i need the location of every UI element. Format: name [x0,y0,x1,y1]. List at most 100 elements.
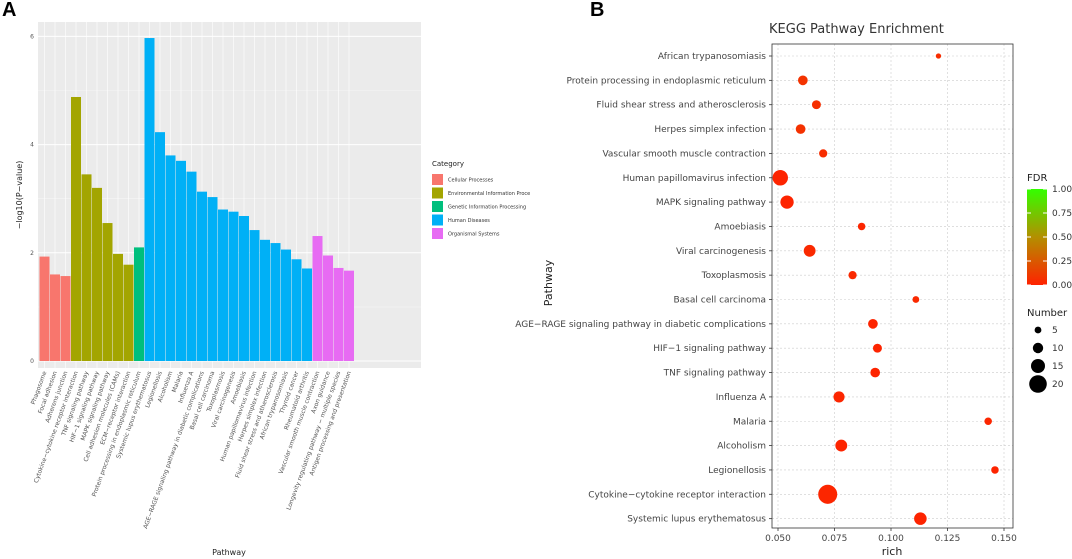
b-x-tick-label: 0.100 [878,534,904,544]
panel-a-y-ticks: 0 2 4 6 [30,33,34,365]
bar [270,243,281,361]
bar [333,267,344,361]
bar [291,259,302,361]
fdr-legend-ticks: 1.00 0.75 0.50 0.25 0.00 [1027,185,1072,291]
bar [92,187,102,361]
point [803,244,816,257]
panel-a-y-axis-title: −log10(P−value) [15,161,24,230]
b-y-tick-label: Vascular smooth muscle contraction [602,149,766,159]
a-legend-swatch [432,174,443,185]
panel-a-label: A [2,0,16,21]
a-legend-label: Human Diseases [448,218,490,224]
size-legend-label: 5 [1052,326,1058,336]
panel-a-legend-title: Category [432,160,464,168]
a-legend-label: Genetic Information Processing [448,205,526,211]
point [868,319,878,329]
fdr-tick-label: 0.50 [1052,233,1072,243]
fdr-colorbar [1027,189,1047,285]
bar [81,174,92,361]
bar [239,216,249,361]
panel-a-bars [39,38,354,361]
b-y-tick-label: Fluid shear stress and atherosclerosis [596,101,766,111]
bar [323,255,333,361]
bar [228,211,239,361]
size-legend-circle [1032,342,1044,354]
b-y-tick-label: TNF signaling pathway [663,369,767,379]
bar [144,38,155,361]
point [833,391,845,403]
bar [186,171,197,361]
b-y-tick-label: Toxoplasmosis [701,271,767,281]
bar [197,191,207,361]
b-x-tick-label: 0.125 [935,534,961,544]
b-y-tick-label: African trypanosomiasis [658,52,766,62]
bar [134,247,144,361]
point [811,100,821,110]
bar [207,197,218,361]
b-y-tick-label: MAPK signaling pathway [656,198,767,208]
a-y-tick-label: 2 [30,250,34,257]
b-y-tick-label: AGE−RAGE signaling pathway in diabetic c… [515,320,766,330]
fdr-tick-label: 1.00 [1052,185,1072,195]
panel-b-x-ticks: 0.050 0.075 0.100 0.125 0.150 [765,528,1017,544]
panel-b-gridlines [772,44,1013,528]
bar [260,239,270,361]
fdr-tick-label: 0.00 [1052,281,1072,291]
point [912,296,920,303]
b-y-tick-label: Amoebiasis [714,222,766,232]
point [872,343,882,353]
bar [249,230,260,361]
fdr-tick-label: 0.25 [1052,257,1072,267]
fdr-legend-title: FDR [1027,173,1047,184]
b-y-tick-label: Protein processing in endoplasmic reticu… [567,76,767,86]
bar [312,236,323,361]
bar [71,96,81,361]
size-legend-circle [1029,375,1047,393]
bar [281,249,291,361]
a-y-tick-label: 4 [30,142,34,149]
point [772,170,788,186]
point [914,512,927,525]
a-legend-swatch [432,187,443,199]
bar [302,268,312,361]
point [848,271,857,280]
b-y-tick-label: Legionellosis [708,466,766,476]
point [835,439,848,452]
b-y-tick-label: HIF−1 signaling pathway [653,344,766,354]
size-legend-label: 10 [1052,344,1064,354]
bar [176,160,186,361]
a-legend-label: Organismal Systems [448,232,500,238]
b-x-tick-label: 0.075 [822,534,848,544]
bar [39,256,50,361]
a-legend-label: Environmental Information Proce [448,191,530,197]
panel-a-legend: Cellular Processes Environmental Informat… [432,174,530,239]
bar [155,132,165,361]
panel-b-plot-background [772,44,1013,528]
point [857,222,866,231]
b-y-tick-label: Human papillomavirus infection [623,174,766,184]
panel-b-y-axis-title: Pathway [542,259,555,306]
a-legend-swatch [432,228,443,239]
panel-a-x-axis-title: Pathway [212,548,246,557]
size-legend-circle [1031,359,1045,373]
bar [60,276,71,361]
b-y-tick-label: Viral carcinogenesis [676,247,766,257]
panel-b-y-ticks: African trypanosomiasis Protein processin… [515,52,772,525]
point [819,149,828,158]
size-legend: 5 10 15 20 [1029,326,1064,393]
point [991,466,999,474]
bar [113,253,123,361]
b-x-tick-label: 0.150 [991,534,1017,544]
a-y-tick-label: 0 [30,358,34,365]
panel-b-x-axis-title: rich [882,545,903,558]
b-y-tick-label: Basal cell carcinoma [673,296,766,306]
size-legend-title: Number [1027,308,1068,319]
b-y-tick-label: Malaria [733,417,766,427]
a-legend-swatch [432,201,443,212]
panel-b-points [772,53,999,525]
bar [123,264,134,361]
bar [165,155,176,361]
point [818,484,838,504]
b-y-tick-label: Herpes simplex infection [654,125,766,135]
